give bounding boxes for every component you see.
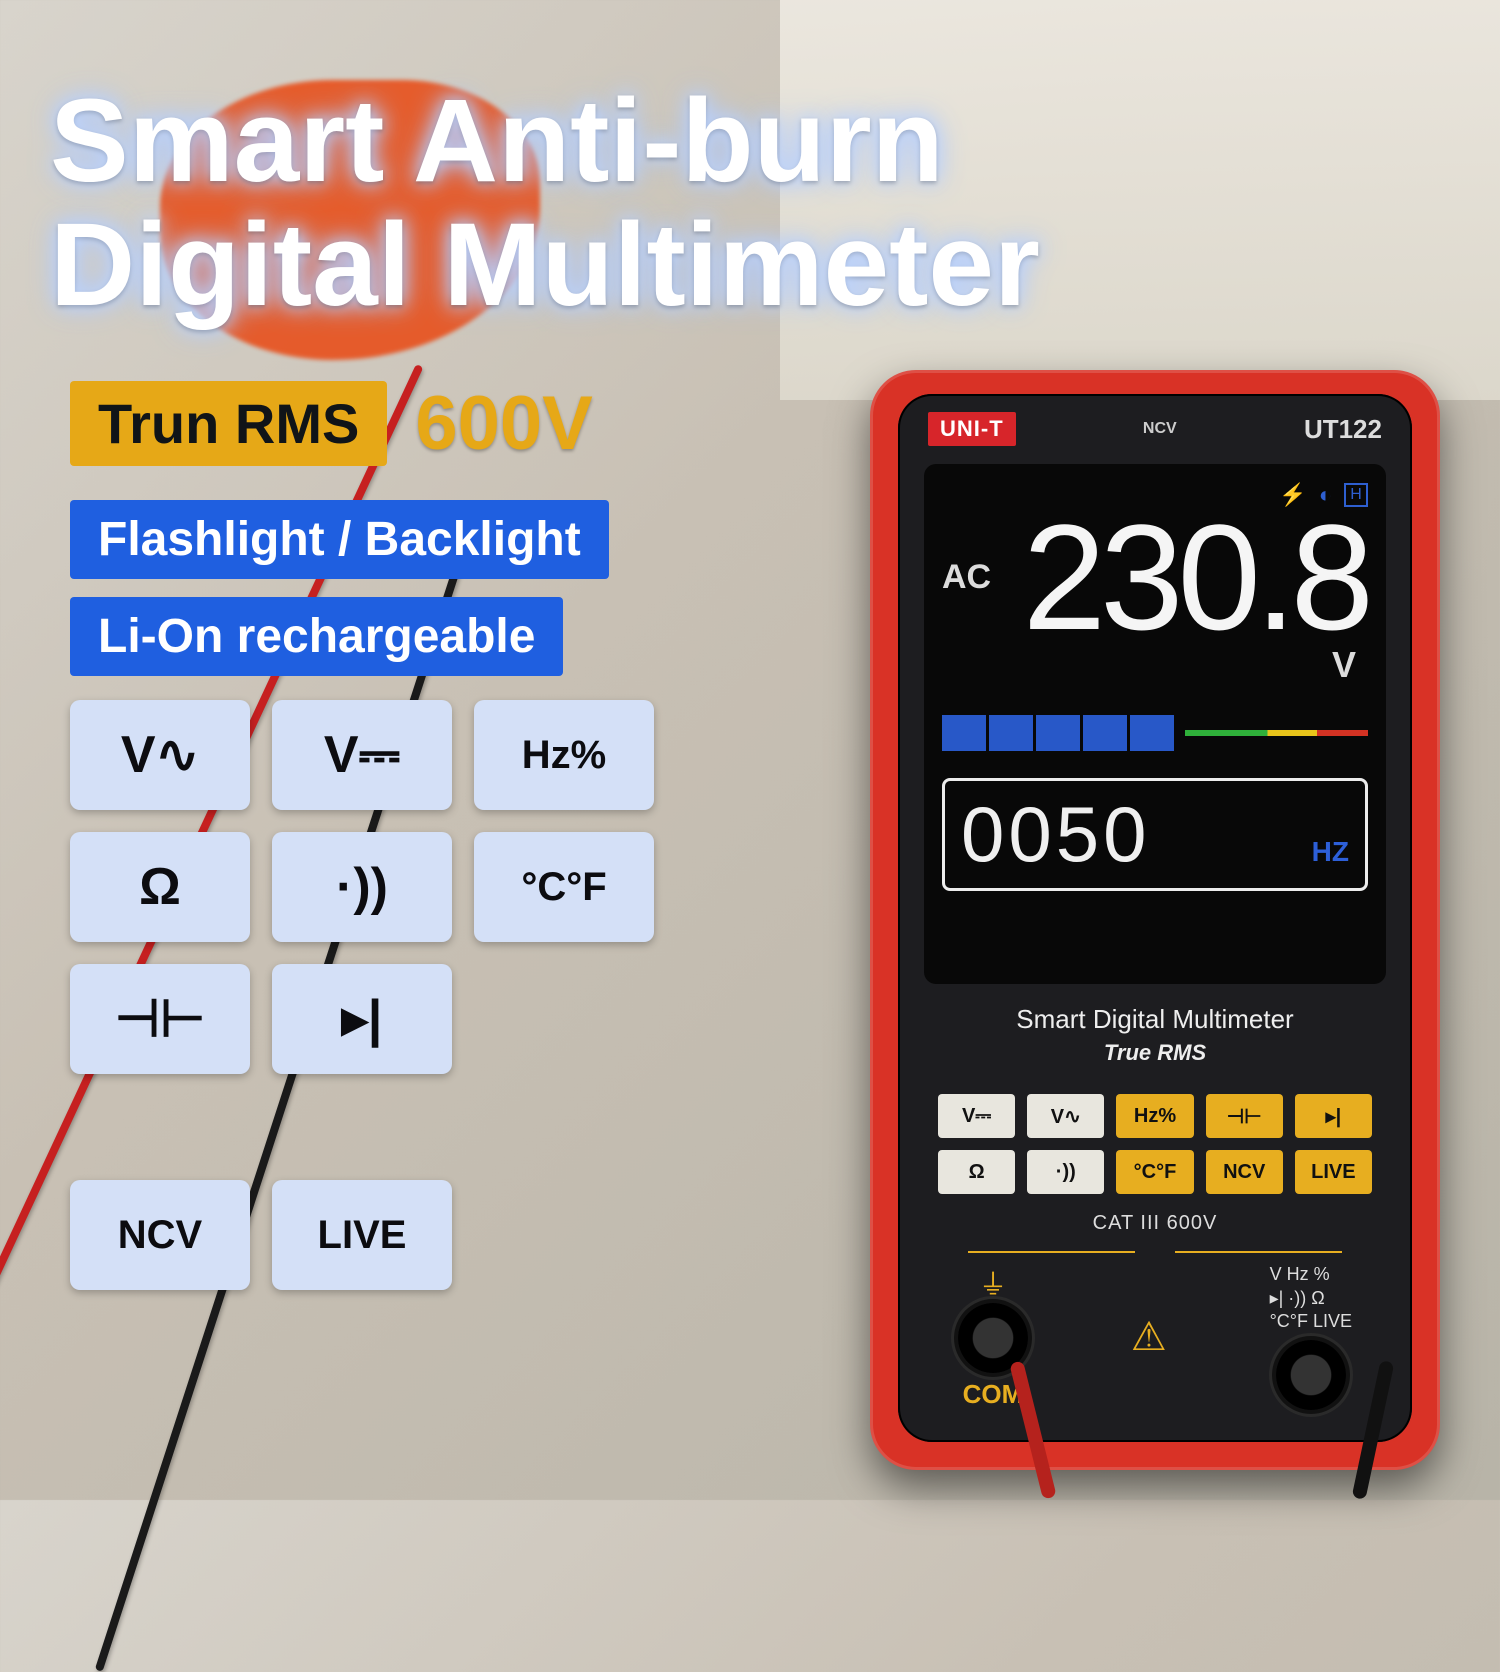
badge-lion: Li-On rechargeable	[70, 597, 563, 676]
lcd-sub-reading: 0050	[961, 789, 1151, 880]
badge-flashlight: Flashlight / Backlight	[70, 500, 609, 579]
badge-blue-group: Flashlight / Backlight Li-On rechargeabl…	[70, 500, 609, 676]
feature-ohm: Ω	[70, 832, 250, 942]
multimeter-device: UNI-T NCV UT122 ⚡ ◐ H AC 230.8 V 005	[870, 370, 1440, 1470]
device-truerms: True RMS	[898, 1040, 1412, 1066]
badge-true-rms: Trun RMS	[70, 381, 387, 466]
feature-grid: V∿ V⎓ Hz% Ω ·)) °C°F ⊣⊢ ▸|	[70, 700, 654, 1074]
feature-hz: Hz%	[474, 700, 654, 810]
lcd-main-row: AC 230.8	[942, 502, 1368, 652]
ncv-label: NCV	[1143, 420, 1177, 438]
feature-continuity: ·))	[272, 832, 452, 942]
feature-capacitance: ⊣⊢	[70, 964, 250, 1074]
btn-cont[interactable]: ·))	[1027, 1150, 1104, 1194]
feature-temp: °C°F	[474, 832, 654, 942]
feature-grid-row4: NCV LIVE	[70, 1180, 452, 1290]
btn-vdc[interactable]: V⎓	[938, 1094, 1015, 1138]
lcd-scale-icon	[1185, 730, 1368, 736]
feature-live: LIVE	[272, 1180, 452, 1290]
btn-diode[interactable]: ▸|	[1295, 1094, 1372, 1138]
feature-ncv: NCV	[70, 1180, 250, 1290]
input-port[interactable]	[1276, 1340, 1346, 1410]
headline: Smart Anti-burn Digital Multimeter	[50, 80, 1450, 328]
model-label: UT122	[1304, 414, 1382, 445]
device-face: UNI-T NCV UT122 ⚡ ◐ H AC 230.8 V 005	[898, 394, 1412, 1442]
device-header: UNI-T NCV UT122	[898, 412, 1412, 446]
btn-vac[interactable]: V∿	[1027, 1094, 1104, 1138]
feature-vdc: V⎓	[272, 700, 452, 810]
headline-line2: Digital Multimeter	[50, 204, 1450, 328]
badge-row: Trun RMS 600V	[70, 380, 593, 467]
headline-line1: Smart Anti-burn	[50, 80, 1450, 204]
ground-icon: ⏚	[958, 1263, 1028, 1303]
feature-vac: V∿	[70, 700, 250, 810]
brand-logo: UNI-T	[928, 412, 1016, 446]
btn-live[interactable]: LIVE	[1295, 1150, 1372, 1194]
port-area: CAT III 600V ⏚ COM ⚠ V Hz % ▸| ·)) Ω °C°…	[898, 1212, 1412, 1410]
lcd-screen: ⚡ ◐ H AC 230.8 V 0050 HZ	[924, 464, 1386, 984]
badge-voltage: 600V	[415, 380, 593, 467]
feature-diode: ▸|	[272, 964, 452, 1074]
device-subtitle: Smart Digital Multimeter	[898, 1004, 1412, 1035]
btn-ncv[interactable]: NCV	[1206, 1150, 1283, 1194]
cat-rating: CAT III 600V	[898, 1212, 1412, 1235]
lcd-sub-display: 0050 HZ	[942, 778, 1368, 891]
btn-cap[interactable]: ⊣⊢	[1206, 1094, 1283, 1138]
btn-hz[interactable]: Hz%	[1116, 1094, 1193, 1138]
btn-temp[interactable]: °C°F	[1116, 1150, 1193, 1194]
btn-ohm[interactable]: Ω	[938, 1150, 1015, 1194]
lcd-ac-label: AC	[942, 558, 991, 597]
warning-icon: ⚠	[1131, 1314, 1167, 1360]
lcd-sub-unit: HZ	[1312, 836, 1349, 868]
device-button-grid: V⎓ V∿ Hz% ⊣⊢ ▸| Ω ·)) °C°F NCV LIVE	[938, 1094, 1372, 1194]
input-measurements: V Hz % ▸| ·)) Ω °C°F LIVE	[1270, 1263, 1352, 1333]
lcd-main-reading: 230.8	[1023, 502, 1368, 652]
lcd-bargraph	[942, 708, 1368, 758]
